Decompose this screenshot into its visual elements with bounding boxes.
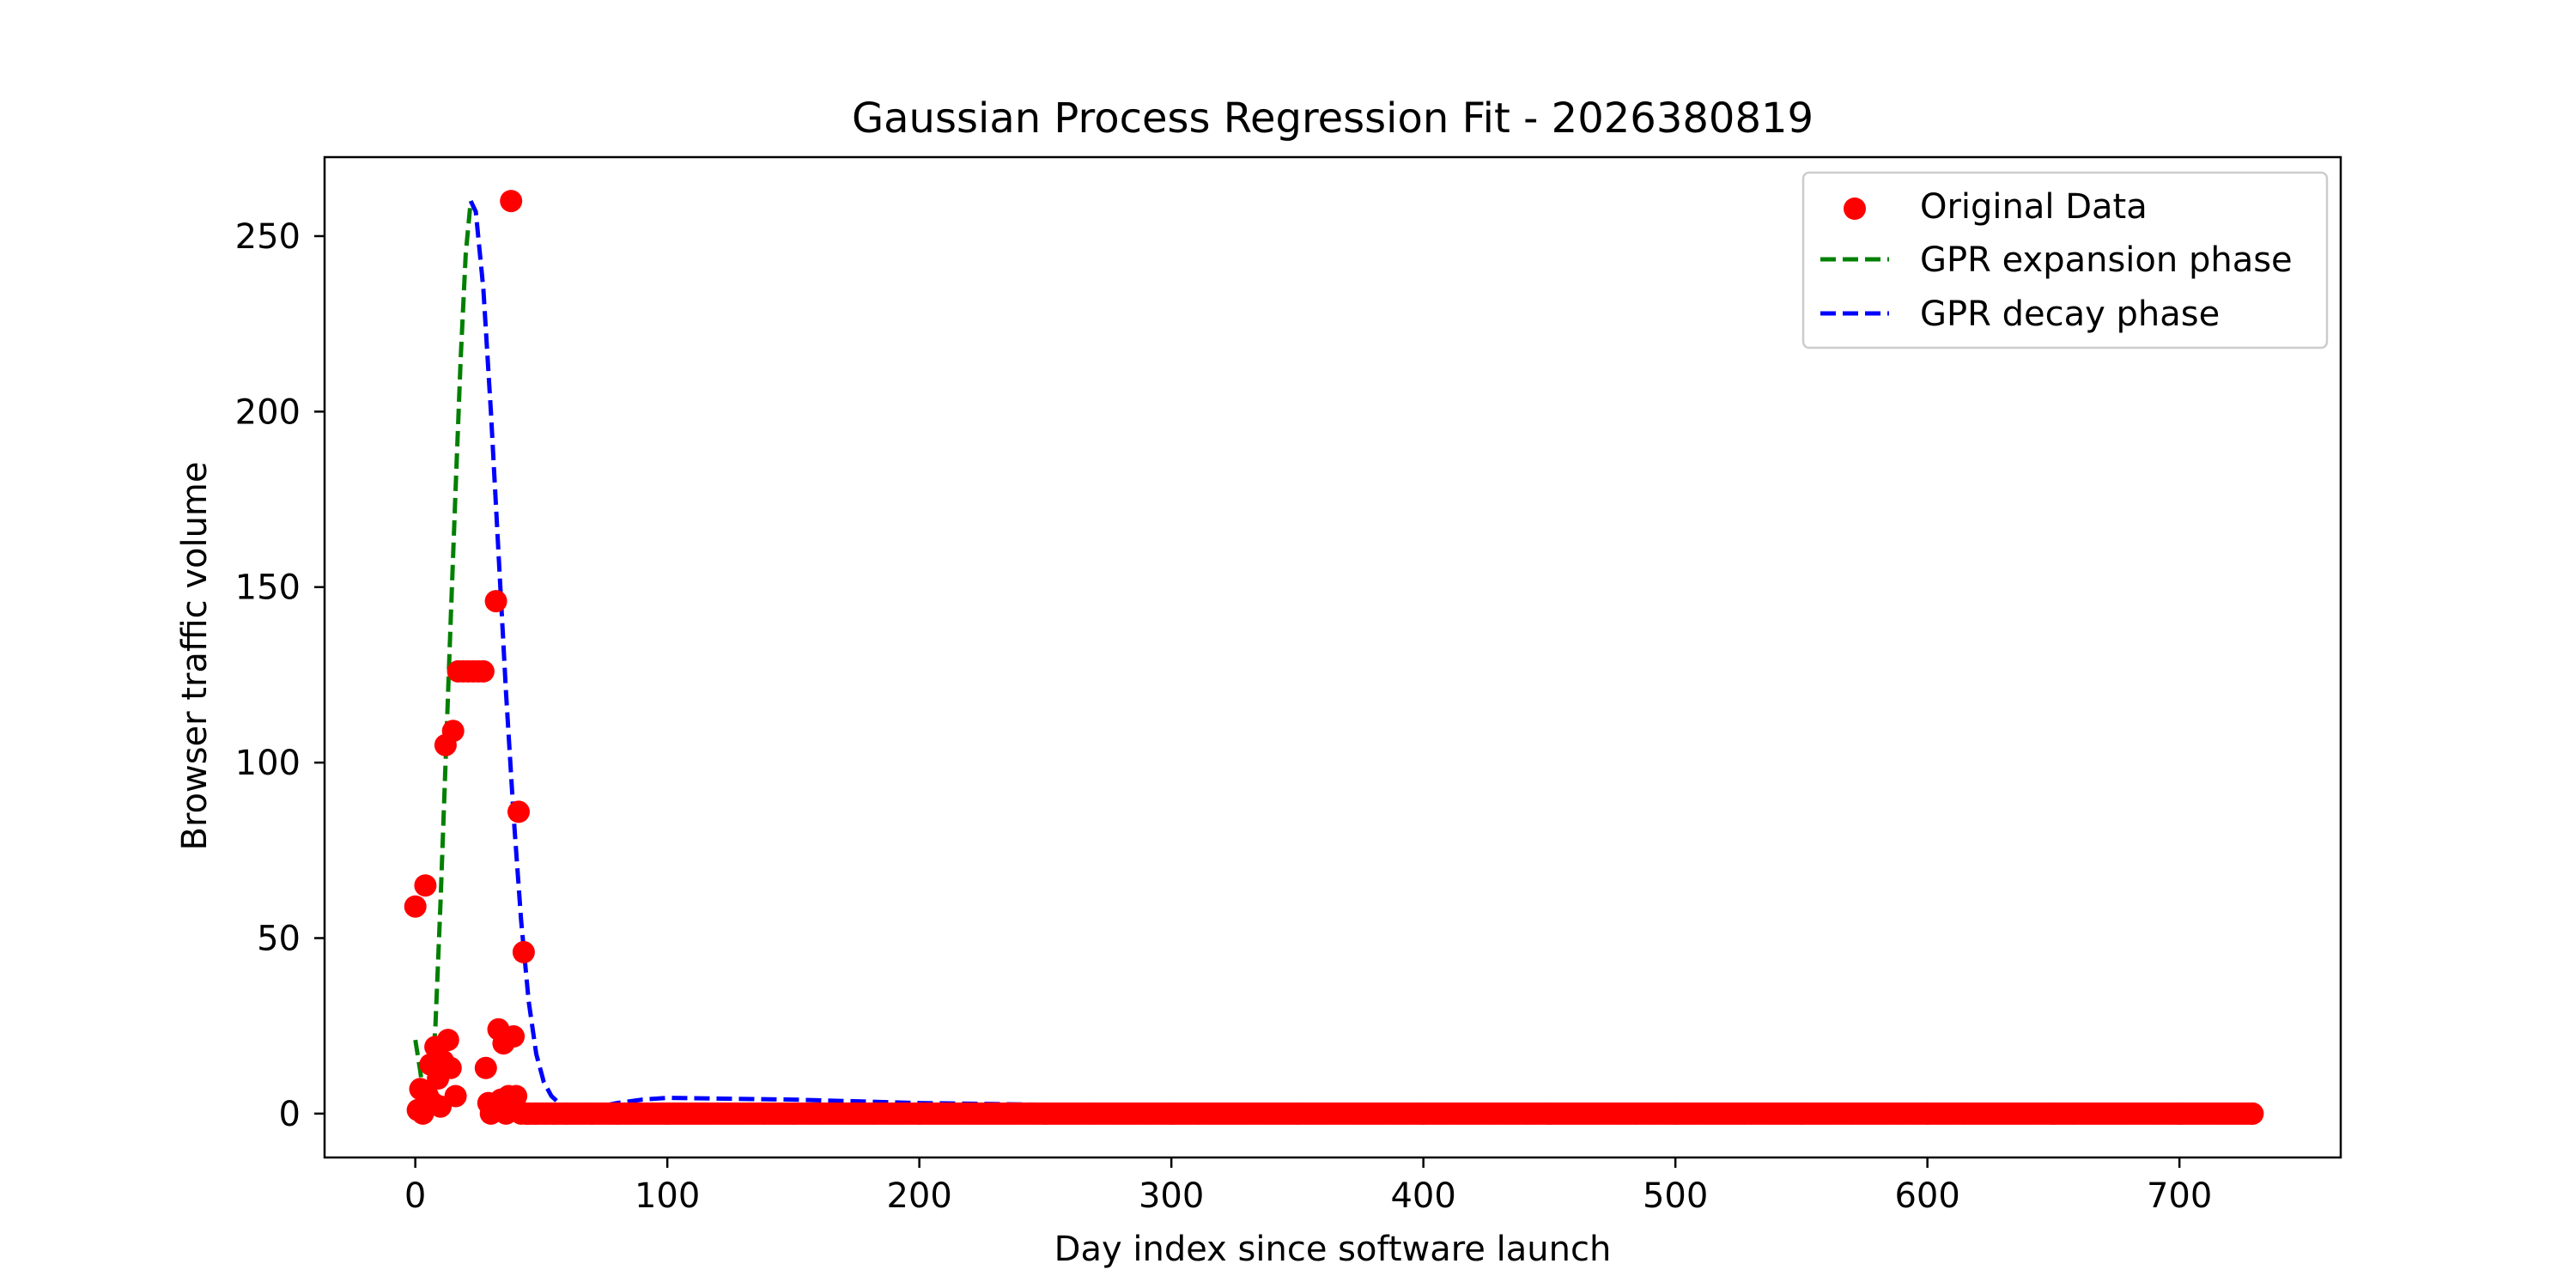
x-tick-label: 700 [2147,1176,2212,1216]
x-tick-label: 400 [1390,1176,1455,1216]
legend-box [1801,171,2329,349]
data-point [471,659,495,683]
legend-label-decay: GPR decay phase [1920,295,2220,334]
y-tick-label: 250 [235,217,301,257]
data-point [525,1102,548,1125]
data-point [1538,1102,1561,1125]
data-point [2168,1102,2191,1125]
data-point [2042,1102,2065,1125]
data-point [512,940,535,963]
data-point [781,1102,805,1125]
data-point [555,1102,578,1125]
data-point [1034,1102,1057,1125]
data-point [439,1056,462,1079]
axis-ticks: 0 100 200 300 400 500 600 700 0 50 100 150 200 250 [235,217,2213,1216]
gpr-expansion-phase-line [413,200,473,1113]
y-tick-label: 50 [257,920,301,959]
y-tick-label: 150 [235,568,301,608]
data-point [1789,1102,1813,1125]
x-tick-label: 600 [1894,1176,1959,1216]
data-point [444,1084,467,1108]
x-tick-label: 500 [1643,1176,1708,1216]
data-point [502,1025,526,1048]
legend-label-expansion: GPR expansion phase [1920,240,2293,280]
legend-label-original-data: Original Data [1920,187,2148,227]
plot-frame [323,155,2342,1159]
y-tick-label: 200 [235,392,301,432]
chart-title: Gaussian Process Regression Fit - 202638… [852,94,1814,143]
data-point [474,1056,497,1079]
data-point [414,874,437,897]
data-point [580,1102,604,1125]
legend: Original Data GPR expansion phase GPR de… [1801,171,2329,349]
data-point [484,590,507,613]
data-point [1285,1102,1309,1125]
data-point [500,190,523,213]
data-point [436,1029,459,1052]
x-tick-label: 100 [635,1176,700,1216]
legend-scatter-marker [1844,197,1866,220]
data-point [404,895,427,918]
data-point [1412,1102,1435,1125]
data-point [1664,1102,1687,1125]
y-tick-label: 0 [279,1095,301,1134]
data-point [1916,1102,1939,1125]
data-point [656,1102,679,1125]
scatter-series [404,190,2264,1125]
y-tick-label: 100 [235,744,301,783]
y-axis-label: Browser traffic volume [175,461,215,850]
data-point [605,1102,629,1125]
data-point [1160,1102,1183,1125]
data-point [2241,1102,2264,1125]
expansion-series [413,200,473,1113]
data-point [507,800,530,823]
x-axis-label: Day index since software launch [1054,1230,1612,1269]
data-point [908,1102,931,1125]
x-tick-label: 300 [1139,1176,1204,1216]
x-tick-label: 0 [404,1176,426,1216]
data-point [505,1084,528,1108]
data-point [441,720,465,743]
x-tick-label: 200 [886,1176,951,1216]
